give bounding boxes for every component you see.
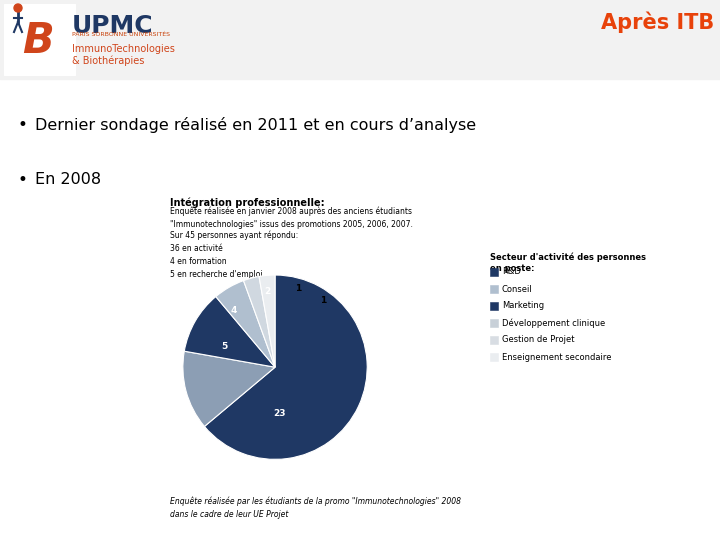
Text: Enseignement secondaire: Enseignement secondaire: [502, 353, 611, 361]
Text: PARIS SORBONNE UNIVERSITÉS: PARIS SORBONNE UNIVERSITÉS: [72, 32, 170, 37]
Bar: [0, 0, 720, 79]
Text: Sur 45 personnes ayant répondu:
36 en activité
4 en formation
5 en recherche d'e: Sur 45 personnes ayant répondu: 36 en ac…: [170, 230, 298, 279]
Text: Après ITB: Après ITB: [600, 11, 714, 33]
Bar: [4, 4, 75, 75]
Text: 5: 5: [221, 342, 228, 352]
Text: 1: 1: [295, 285, 301, 293]
Bar: [490, 353, 498, 361]
Bar: [490, 268, 498, 276]
Wedge shape: [204, 275, 367, 460]
Text: B: B: [22, 20, 54, 62]
Text: Gestion de Projet: Gestion de Projet: [502, 335, 575, 345]
Wedge shape: [184, 296, 275, 367]
Bar: [490, 319, 498, 327]
Circle shape: [14, 4, 22, 12]
Wedge shape: [183, 351, 275, 427]
Text: R&D: R&D: [502, 267, 521, 276]
Text: En 2008: En 2008: [35, 172, 101, 187]
Text: ImmunoTechnologies: ImmunoTechnologies: [72, 44, 175, 54]
Text: Développement clinique: Développement clinique: [502, 318, 606, 328]
Wedge shape: [243, 276, 275, 367]
Text: Intégration professionnelle:: Intégration professionnelle:: [170, 198, 325, 208]
Text: 1: 1: [320, 296, 326, 305]
Wedge shape: [259, 275, 275, 367]
Text: Marketing: Marketing: [502, 301, 544, 310]
Bar: [490, 285, 498, 293]
Text: Conseil: Conseil: [502, 285, 533, 294]
Text: •: •: [17, 116, 27, 134]
Text: 4: 4: [230, 306, 237, 315]
Text: & Biothérapies: & Biothérapies: [72, 55, 145, 65]
Text: Enquête réalisée en janvier 2008 auprès des anciens étudiants
"Immunotechnologie: Enquête réalisée en janvier 2008 auprès …: [170, 207, 413, 229]
Text: UPMC: UPMC: [72, 14, 153, 38]
Text: Enquête réalisée par les étudiants de la promo "Immunotechnologies" 2008
dans le: Enquête réalisée par les étudiants de la…: [170, 497, 461, 519]
Bar: [490, 302, 498, 310]
Text: Dernier sondage réalisé en 2011 et en cours d’analyse: Dernier sondage réalisé en 2011 et en co…: [35, 117, 476, 133]
Bar: [490, 336, 498, 344]
Text: 2: 2: [264, 287, 271, 296]
Text: 23: 23: [274, 409, 286, 418]
Text: •: •: [17, 171, 27, 189]
Text: Secteur d'activité des personnes
en poste:: Secteur d'activité des personnes en post…: [490, 252, 646, 273]
Wedge shape: [216, 281, 275, 367]
